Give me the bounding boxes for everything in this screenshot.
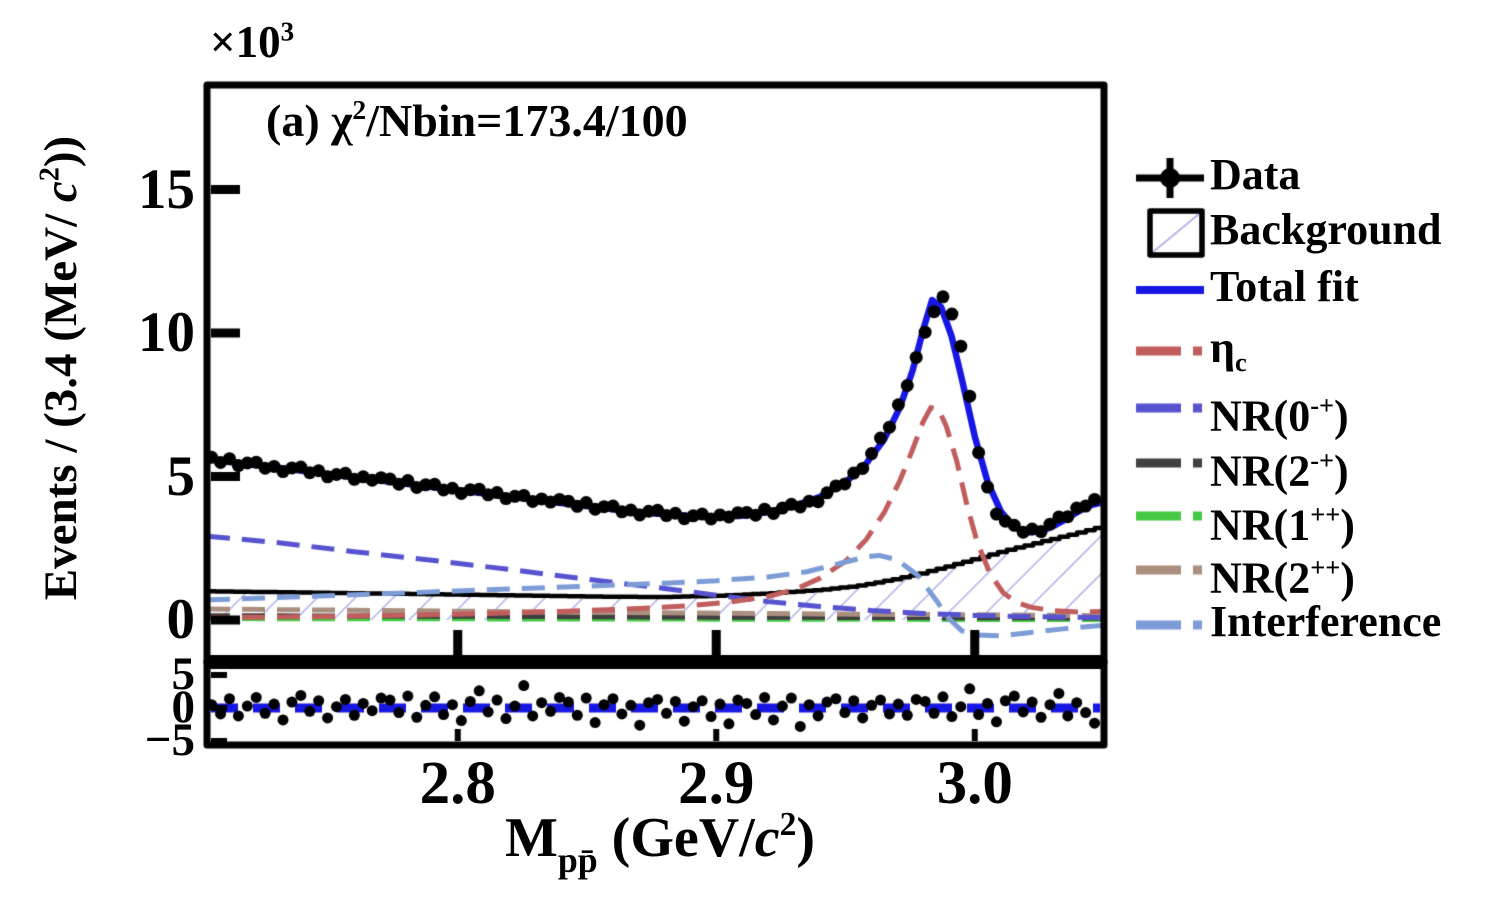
text-segment: /Nbin=173.4/100 <box>366 95 688 147</box>
y-tick-label: 0 <box>166 588 196 651</box>
y-tick-label: 15 <box>138 157 195 221</box>
legend-item-interference: Interference <box>1210 596 1441 648</box>
x-tick-label: 2.8 <box>419 750 496 817</box>
y-axis-title: Events / (3.4 (MeV/ c2)) <box>34 56 98 680</box>
text-segment: η <box>1210 323 1235 372</box>
legend-item-total-fit: Total fit <box>1210 261 1359 313</box>
text-segment: c <box>1235 347 1247 378</box>
text-segment: -+ <box>1310 390 1335 420</box>
text-segment: (GeV/ <box>597 807 755 869</box>
chi2-annotation: (a) χ2/Nbin=173.4/100 <box>266 94 688 147</box>
text-segment: Total fit <box>1210 262 1359 311</box>
text-segment: pp̄ <box>557 840 598 881</box>
text-segment: 2 <box>34 167 66 182</box>
text-segment: NR(2 <box>1210 446 1311 496</box>
legend-item-etac: ηc <box>1210 322 1247 388</box>
x-axis-title: Mpp̄ (GeV/c2) <box>420 806 900 881</box>
text-segment: ++ <box>1310 499 1341 529</box>
pull-y-tick-label: 0 <box>171 681 196 733</box>
text-segment: 2 <box>352 94 367 125</box>
text-segment: NR(2 <box>1210 553 1311 603</box>
text-segment: M <box>504 807 558 869</box>
text-segment: ) <box>796 807 816 869</box>
y-axis-multiplier: ×103 <box>210 16 294 68</box>
text-segment: 2 <box>779 806 797 844</box>
y-tick-label: 5 <box>166 444 196 508</box>
legend-item-nr0mp: NR(0-+) <box>1210 379 1349 442</box>
legend-item-data: Data <box>1210 149 1300 201</box>
text-segment: ) <box>1340 500 1355 550</box>
text-segment: NR(1 <box>1210 500 1311 550</box>
text-segment: c <box>754 807 780 869</box>
text-segment: Data <box>1210 150 1301 199</box>
text-segment: Interference <box>1210 597 1442 646</box>
text-segment: ) <box>1340 553 1355 603</box>
text-segment: Events / (3.4 (MeV/ <box>35 202 87 601</box>
legend-item-nr2pp: NR(2++) <box>1210 541 1355 604</box>
y-tick-label: 10 <box>138 301 195 364</box>
text-segment: ) <box>1334 446 1349 496</box>
text-segment: -+ <box>1310 445 1335 475</box>
text-segment: Background <box>1210 205 1442 254</box>
legend-item-nr2mp: NR(2-+) <box>1210 434 1349 497</box>
legend-item-background: Background <box>1210 204 1442 256</box>
x-tick-label: 3.0 <box>936 750 1013 817</box>
text-segment: NR(0 <box>1210 391 1311 441</box>
text-segment: 3 <box>280 16 295 47</box>
text-segment: ) <box>1334 391 1349 441</box>
pull-y-tick-label: −5 <box>144 714 195 766</box>
pull-y-tick-label: 5 <box>171 648 196 700</box>
x-tick-label: 2.9 <box>678 750 755 817</box>
text-segment: ++ <box>1310 552 1341 582</box>
text-segment: (a) χ <box>266 95 353 147</box>
legend-item-nr1pp: NR(1++) <box>1210 488 1355 551</box>
text-segment: ×10 <box>210 17 281 67</box>
